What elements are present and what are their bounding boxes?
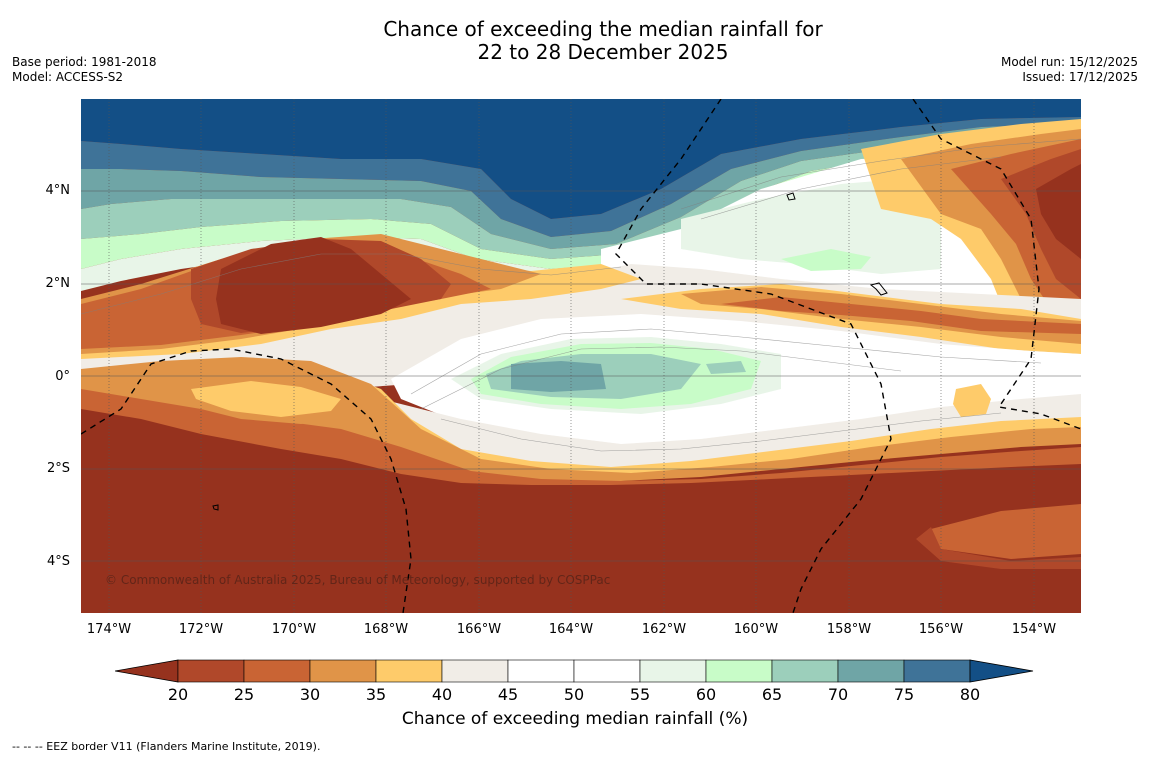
- contour-light-green-patch: [681, 179, 941, 274]
- contour-yellow-patch-east: [953, 384, 991, 417]
- contour-se-25: [916, 527, 1081, 569]
- colorbar-swatch: [771, 659, 839, 683]
- issued-date: Issued: 17/12/2025: [1022, 70, 1138, 84]
- lon-label-174w: 174°W: [86, 622, 132, 637]
- colorbar-extend-high: [969, 659, 1034, 683]
- cbar-tick-35: 35: [365, 685, 387, 704]
- lat-label-4s: 4°S: [46, 554, 70, 569]
- base-period: Base period: 1981-2018: [12, 55, 157, 69]
- lon-label-172w: 172°W: [178, 622, 224, 637]
- cbar-tick-50: 50: [563, 685, 585, 704]
- contour-south-40: [381, 394, 1081, 474]
- lon-label-170w: 170°W: [271, 622, 317, 637]
- contour-mid-band-25: [721, 297, 1081, 334]
- lat-label-4n: 4°N: [45, 183, 71, 198]
- eez-borders: [81, 99, 1081, 613]
- cbar-tick-55: 55: [629, 685, 651, 704]
- lon-label-160w: 160°W: [733, 622, 779, 637]
- model-name: Model: ACCESS-S2: [12, 70, 124, 84]
- contour-ne-core: [1036, 164, 1081, 259]
- colorbar-swatch: [441, 659, 509, 683]
- contour-north-60: [81, 129, 1081, 259]
- lon-label-166w: 166°W: [456, 622, 502, 637]
- title-line-2: 22 to 28 December 2025: [477, 40, 729, 64]
- colorbar-swatch: [903, 659, 971, 683]
- cbar-tick-25: 25: [233, 685, 255, 704]
- contour-green-blob-north: [781, 249, 871, 271]
- contour-eq-small-blob: [706, 361, 746, 374]
- cbar-tick-70: 70: [827, 685, 849, 704]
- lon-label-156w: 156°W: [918, 622, 964, 637]
- colorbar-swatches: [114, 659, 1034, 683]
- lon-label-154w: 154°W: [1011, 622, 1057, 637]
- cbar-tick-30: 30: [299, 685, 321, 704]
- lon-label-158w: 158°W: [826, 622, 872, 637]
- cbar-tick-20: 20: [167, 685, 189, 704]
- model-run-date: Model run: 15/12/2025: [1000, 55, 1138, 69]
- contour-se-30: [923, 504, 1081, 559]
- contour-west-eq-35: [191, 381, 341, 417]
- contour-north-65: [81, 123, 1081, 249]
- colorbar-swatch: [375, 659, 443, 683]
- islands: [212, 192, 888, 511]
- map-canvas: [81, 99, 1081, 613]
- title-line-1: Chance of exceeding the median rainfall …: [383, 17, 823, 41]
- run-info: Model run: 15/12/2025 Issued: 17/12/2025: [1001, 55, 1138, 85]
- cbar-tick-80: 80: [959, 685, 981, 704]
- contour-lines: [81, 138, 1081, 452]
- colorbar-swatch: [243, 659, 311, 683]
- contour-north-dark-blue: [81, 99, 1081, 219]
- colorbar-swatch: [507, 659, 575, 683]
- lat-label-2n: 2°N: [45, 276, 71, 291]
- cbar-tick-65: 65: [761, 685, 783, 704]
- cbar-tick-75: 75: [893, 685, 915, 704]
- lat-label-2s: 2°S: [46, 461, 70, 476]
- map-title: Chance of exceeding the median rainfall …: [0, 18, 1150, 64]
- colorbar-swatch: [639, 659, 707, 683]
- contour-eq-65: [511, 361, 606, 392]
- lat-label-0: 0°: [55, 369, 70, 384]
- colorbar-swatch: [177, 659, 245, 683]
- eez-legend: -- -- -- EEZ border V11 (Flanders Marine…: [12, 740, 321, 753]
- cbar-tick-40: 40: [431, 685, 453, 704]
- cbar-tick-45: 45: [497, 685, 519, 704]
- contour-west-core: [216, 237, 411, 334]
- contour-north-70: [81, 117, 1081, 237]
- lon-label-164w: 164°W: [548, 622, 594, 637]
- rainfall-map: © Commonwealth of Australia 2025, Bureau…: [81, 99, 1081, 613]
- lon-label-168w: 168°W: [363, 622, 409, 637]
- contour-south-25: [81, 389, 1081, 485]
- colorbar: [114, 659, 1037, 683]
- colorbar-swatch: [705, 659, 773, 683]
- lon-label-162w: 162°W: [641, 622, 687, 637]
- colorbar-title: Chance of exceeding median rainfall (%): [401, 709, 749, 729]
- colorbar-extend-low: [114, 659, 179, 683]
- cbar-tick-60: 60: [695, 685, 717, 704]
- latitude-lines: [81, 190, 1081, 562]
- model-info: Base period: 1981-2018 Model: ACCESS-S2: [12, 55, 157, 85]
- colorbar-swatch: [573, 659, 641, 683]
- copyright-notice: © Commonwealth of Australia 2025, Bureau…: [105, 573, 611, 587]
- colorbar-swatch: [309, 659, 377, 683]
- colorbar-swatch: [837, 659, 905, 683]
